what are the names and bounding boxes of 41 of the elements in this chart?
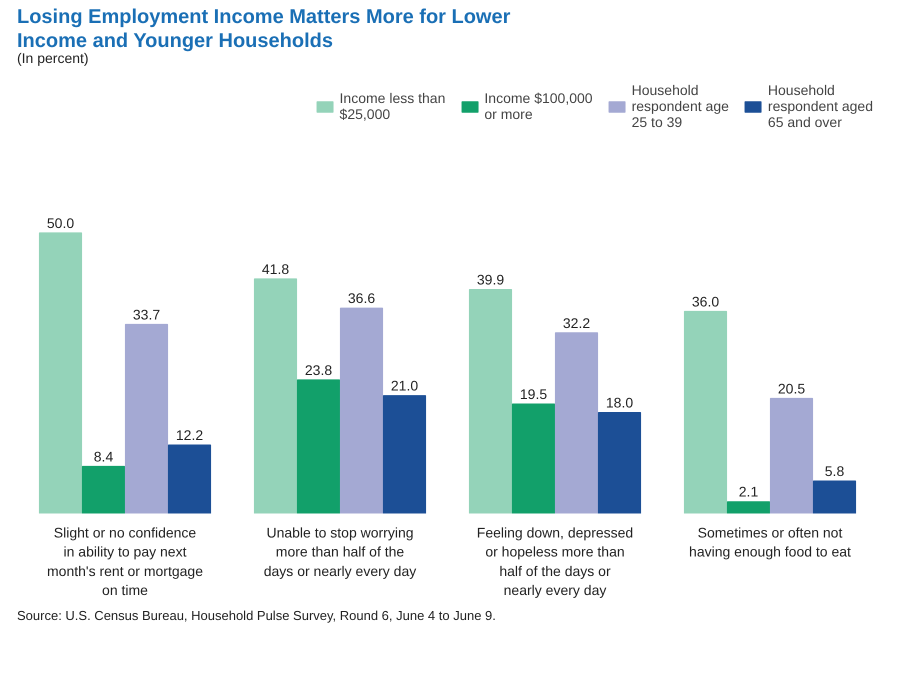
data-label: 23.8	[304, 362, 332, 378]
data-label: 50.0	[46, 214, 74, 231]
legend-label: Household respondent aged 65 and over	[768, 82, 873, 130]
data-label: 18.0	[606, 394, 634, 410]
data-label: 39.9	[476, 272, 504, 288]
bar	[254, 278, 298, 514]
legend-label: Income less than $25,000	[340, 90, 446, 122]
bar	[684, 310, 728, 514]
bar	[554, 332, 598, 514]
x-tick-label: Sometimes or often not having enough food to eat	[689, 524, 852, 560]
data-label: 33.7	[132, 306, 160, 322]
bar	[512, 404, 556, 514]
bar	[598, 412, 642, 514]
bar	[340, 308, 384, 514]
legend-label: Income $100,000 or more	[484, 90, 593, 122]
bar	[38, 232, 82, 514]
source-note: Source: U.S. Census Bureau, Household Pulse Survey, Round 6, June 4 to June 9.	[17, 607, 496, 625]
data-label: 5.8	[824, 462, 844, 479]
bar	[812, 480, 856, 514]
bar	[82, 466, 126, 514]
bar	[382, 395, 426, 514]
bar	[168, 444, 212, 514]
data-label: 36.0	[692, 293, 720, 310]
bar	[296, 379, 340, 514]
data-label: 2.1	[738, 484, 758, 500]
x-tick-label: Slight or no confidence in ability to pay next month's rent or mortgage on time	[47, 524, 204, 598]
bar	[770, 398, 814, 514]
data-label: 36.6	[348, 290, 376, 306]
data-label: 20.5	[778, 380, 806, 396]
data-label: 32.2	[562, 314, 590, 331]
data-label: 21.0	[390, 378, 418, 394]
data-label: 12.2	[176, 427, 204, 444]
bar	[726, 501, 770, 514]
data-label: 8.4	[94, 448, 114, 464]
data-label: 19.5	[520, 386, 548, 402]
data-label: 41.8	[262, 260, 290, 277]
x-tick-label: Unable to stop worrying more than half of the days or nearly every day	[264, 524, 416, 579]
legend-label: Household respondent age 25 to 39	[632, 82, 729, 130]
x-tick-label: Feeling down, depressed or hopeless more than half of the days or nearly every day	[476, 524, 634, 598]
bar	[468, 289, 512, 514]
bar	[124, 324, 168, 514]
